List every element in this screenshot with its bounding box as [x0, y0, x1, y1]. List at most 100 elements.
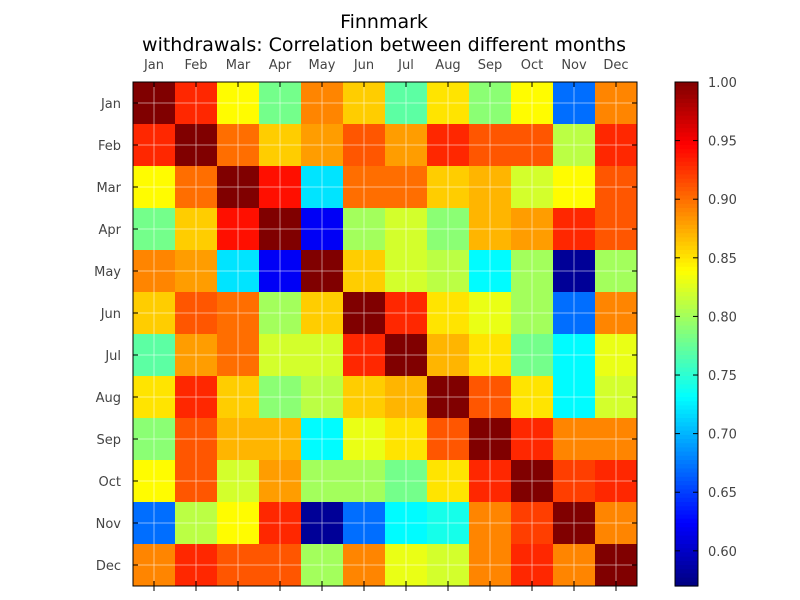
colorbar-segment [675, 208, 698, 213]
plot-frame [132, 81, 638, 587]
y-tick-label-jul: Jul [104, 349, 121, 364]
colorbar-segment [675, 531, 698, 537]
colorbar-segment [675, 439, 698, 444]
colorbar-frame [674, 81, 699, 587]
chart-subtitle: withdrawals: Correlation between differe… [142, 34, 626, 56]
colorbar-segment [675, 384, 698, 390]
colorbar-segment [675, 506, 698, 511]
x-tick-label-apr: Apr [269, 58, 292, 73]
colorbar-segment [675, 409, 698, 415]
colorbar-segment [675, 241, 698, 247]
colorbar-segment [675, 552, 698, 558]
colorbar-segment [675, 401, 698, 406]
colorbar-segment [675, 98, 698, 104]
colorbar-segment [675, 300, 698, 306]
colorbar-segment [675, 510, 698, 516]
colorbar-tick-label: 0.85 [708, 252, 737, 267]
x-tick-label-feb: Feb [184, 58, 207, 73]
x-tick-label-mar: Mar [226, 58, 251, 73]
y-tick-labels: Jan Feb Mar Apr May Jun Jul Aug Sep Oct Nov Dec [94, 97, 122, 574]
colorbar-segment [675, 115, 698, 121]
colorbar-segment [675, 107, 698, 112]
colorbar-segment [675, 132, 698, 138]
colorbar-segment [675, 94, 698, 100]
x-tick-label-jan: Jan [143, 58, 164, 73]
colorbar-segment [675, 485, 698, 490]
colorbar-segment [675, 502, 698, 507]
colorbar-segment [675, 182, 698, 188]
colorbar-segment [675, 287, 698, 293]
x-tick-label-nov: Nov [561, 58, 587, 73]
colorbar-segment [675, 397, 698, 402]
colorbar-segment [675, 103, 698, 108]
colorbar-segment [675, 363, 698, 369]
colorbar-segment [675, 149, 698, 154]
colorbar-segment [675, 451, 698, 457]
colorbar: 0.60 0.65 0.70 0.75 0.80 0.85 0.90 0.95 1.00 [674, 76, 737, 587]
colorbar-segment [675, 191, 698, 196]
colorbar-segment [675, 195, 698, 201]
colorbar-segment [675, 355, 698, 360]
colorbar-segment [675, 569, 698, 574]
colorbar-segment [675, 203, 698, 209]
colorbar-segment [675, 233, 698, 238]
x-tick-label-may: May [309, 58, 336, 73]
colorbar-tick-label: 0.75 [708, 369, 737, 384]
colorbar-segment [675, 157, 698, 163]
colorbar-segment [675, 145, 698, 150]
colorbar-segment [675, 279, 698, 285]
colorbar-segment [675, 275, 698, 280]
colorbar-segment [675, 472, 698, 478]
colorbar-segment [675, 426, 698, 432]
y-tick-label-may: May [94, 265, 121, 280]
colorbar-segment [675, 380, 698, 385]
y-tick-label-jan: Jan [100, 97, 121, 112]
colorbar-segment [675, 178, 698, 184]
colorbar-segment [675, 346, 698, 352]
colorbar-segment [675, 481, 698, 486]
colorbar-segment [675, 313, 698, 318]
colorbar-segment [675, 308, 698, 314]
colorbar-segment [675, 342, 698, 348]
x-tick-label-jun: Jun [353, 58, 374, 73]
x-tick-label-oct: Oct [521, 58, 543, 73]
colorbar-segment [675, 434, 698, 440]
colorbar-segment [675, 90, 698, 96]
colorbar-segment [675, 527, 698, 532]
colorbar-segment [675, 199, 698, 205]
colorbar-segment [675, 334, 698, 339]
x-tick-label-sep: Sep [478, 58, 503, 73]
colorbar-tick-label: 0.60 [708, 545, 737, 560]
colorbar-segment [675, 535, 698, 541]
colorbar-tick-label: 0.70 [708, 428, 737, 443]
colorbar-segment [675, 220, 698, 226]
colorbar-segment [675, 573, 698, 579]
colorbar-segment [675, 577, 698, 583]
colorbar-segment [675, 140, 698, 146]
colorbar-segment [675, 224, 698, 230]
colorbar-segment [675, 497, 698, 503]
colorbar-segment [675, 476, 698, 482]
colorbar-segment [675, 250, 698, 255]
colorbar-segment [675, 376, 698, 381]
colorbar-segment [675, 258, 698, 264]
colorbar-tick-label: 0.80 [708, 310, 737, 325]
colorbar-segment [675, 443, 698, 448]
colorbar-segment [675, 317, 698, 322]
colorbar-segment [675, 556, 698, 562]
colorbar-segment [675, 111, 698, 117]
colorbar-segment [675, 237, 698, 243]
x-tick-label-jul: Jul [397, 58, 414, 73]
y-tick-label-oct: Oct [99, 475, 121, 490]
colorbar-segment [675, 418, 698, 423]
colorbar-segment [675, 338, 698, 343]
colorbar-segment [675, 359, 698, 364]
colorbar-segment [675, 447, 698, 453]
colorbar-segment [675, 86, 698, 91]
colorbar-segment [675, 460, 698, 465]
y-tick-label-jun: Jun [100, 307, 121, 322]
colorbar-segment [675, 560, 698, 566]
x-tick-label-aug: Aug [435, 58, 460, 73]
colorbar-segment [675, 430, 698, 436]
